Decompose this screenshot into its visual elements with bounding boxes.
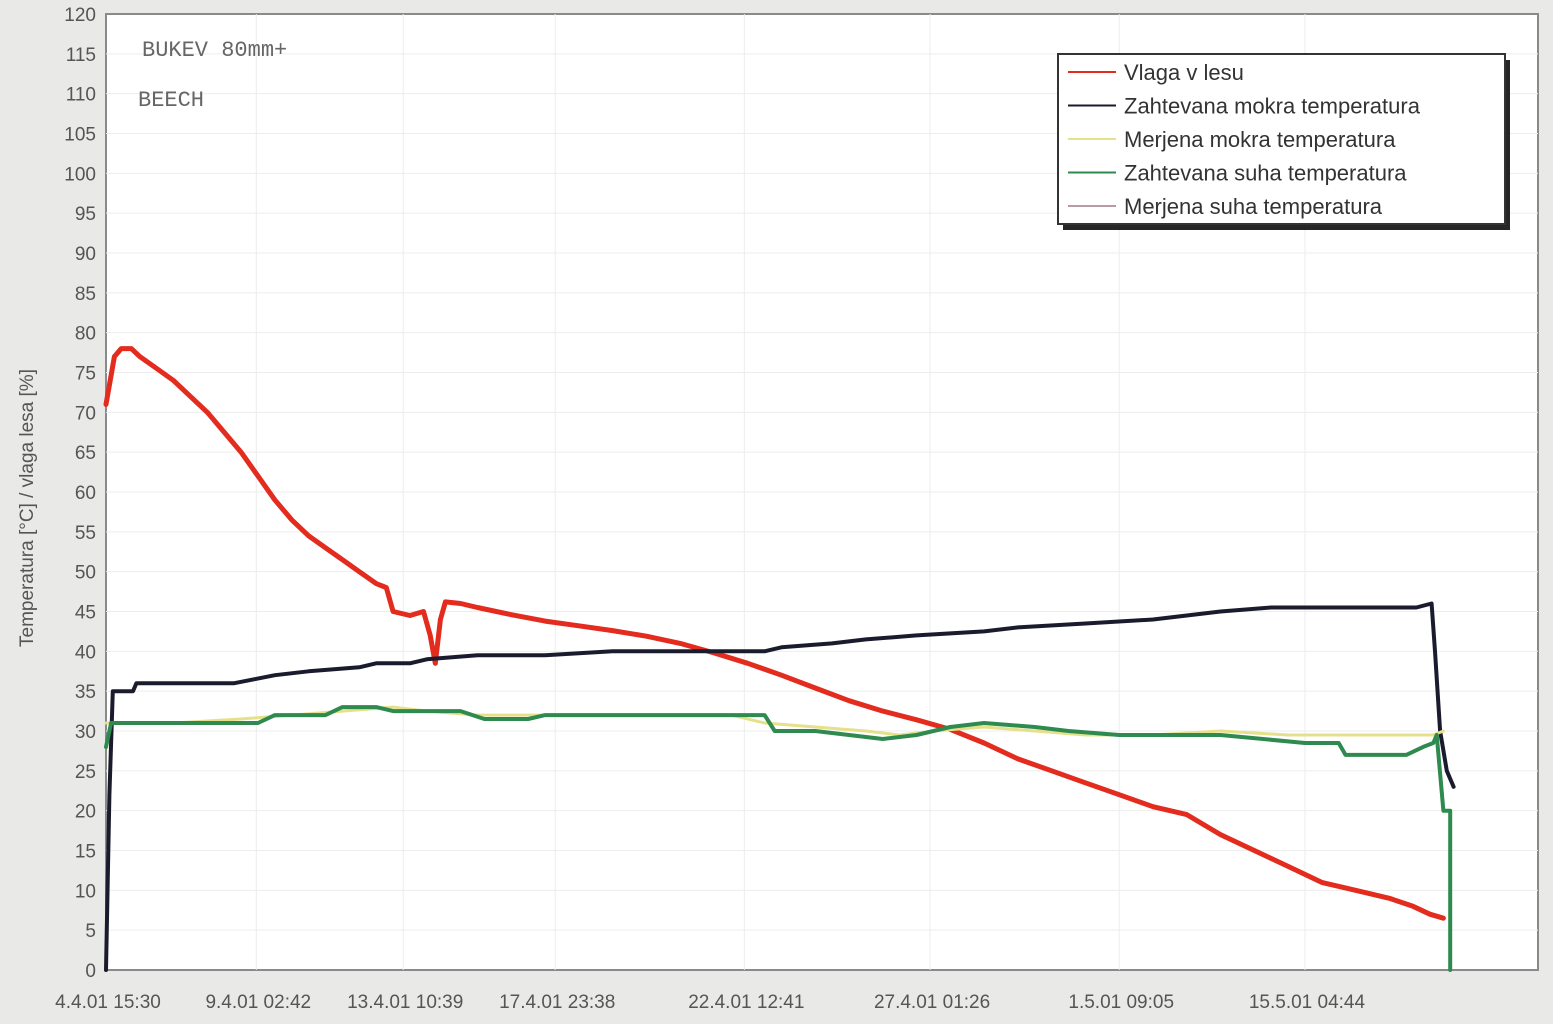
y-tick-label: 30 <box>75 722 96 743</box>
y-tick-label: 35 <box>75 682 96 703</box>
x-tick-label: 22.4.01 12:41 <box>688 992 804 1013</box>
x-tick-label: 13.4.01 10:39 <box>347 992 463 1013</box>
y-tick-label: 50 <box>75 563 96 584</box>
y-tick-label: 65 <box>75 443 96 464</box>
y-tick-label: 25 <box>75 762 96 783</box>
annotation-species-english: BEECH <box>138 88 204 113</box>
legend-label: Zahtevana suha temperatura <box>1124 161 1407 186</box>
legend-items: Vlaga v lesu Zahtevana mokra temperatura M… <box>1068 60 1421 219</box>
x-tick-label: 27.4.01 01:26 <box>874 992 990 1013</box>
y-tick-label: 105 <box>64 125 96 146</box>
x-tick-label: 4.4.01 15:30 <box>55 992 161 1013</box>
y-tick-label: 95 <box>75 204 96 225</box>
legend-label: Zahtevana mokra temperatura <box>1124 94 1421 119</box>
legend: Vlaga v lesu Zahtevana mokra temperatura M… <box>1057 53 1510 230</box>
x-tick-label: 1.5.01 09:05 <box>1068 992 1174 1013</box>
y-tick-label: 40 <box>75 642 96 663</box>
series-line-2 <box>104 601 1456 972</box>
legend-label: Vlaga v lesu <box>1124 60 1244 85</box>
x-tick-label: 9.4.01 02:42 <box>205 992 311 1013</box>
y-tick-label: 5 <box>85 921 96 942</box>
y-tick-label: 80 <box>75 324 96 345</box>
y-tick-label: 110 <box>66 85 96 106</box>
series-line-3 <box>104 705 1445 737</box>
x-tick-label: 17.4.01 23:38 <box>499 992 615 1013</box>
y-tick-label: 60 <box>75 483 96 504</box>
x-axis-ticks: 4.4.01 15:30 9.4.01 02:42 13.4.01 10:39 17.… <box>55 992 1365 1013</box>
y-tick-label: 85 <box>75 284 96 305</box>
series-lines <box>103 346 1456 972</box>
y-tick-label: 115 <box>66 45 96 66</box>
legend-label: Merjena mokra temperatura <box>1124 127 1396 152</box>
y-tick-label: 100 <box>64 164 96 185</box>
y-tick-label: 75 <box>75 364 96 385</box>
y-tick-label: 10 <box>75 881 96 902</box>
annotation-species: BUKEV 80mm+ <box>142 38 287 63</box>
y-tick-label: 90 <box>75 244 96 265</box>
series-line-1 <box>103 346 1446 921</box>
legend-box <box>1057 53 1506 225</box>
y-tick-label: 70 <box>75 403 96 424</box>
y-tick-label: 45 <box>75 603 96 624</box>
y-tick-label: 15 <box>75 842 96 863</box>
y-axis-ticks: 0 5 10 15 20 25 30 35 40 45 50 55 60 65 70 75 80 85 90 95 10… <box>64 5 96 982</box>
y-tick-label: 20 <box>75 802 96 823</box>
y-tick-label: 0 <box>85 961 96 982</box>
y-axis-label: Temperatura [°C] / vlaga lesa [%] <box>17 369 38 647</box>
series-line-4 <box>104 705 1453 972</box>
y-tick-label: 55 <box>75 523 96 544</box>
legend-label: Merjena suha temperatura <box>1124 194 1383 219</box>
x-tick-label: 15.5.01 04:44 <box>1249 992 1366 1013</box>
y-tick-label: 120 <box>64 5 96 26</box>
